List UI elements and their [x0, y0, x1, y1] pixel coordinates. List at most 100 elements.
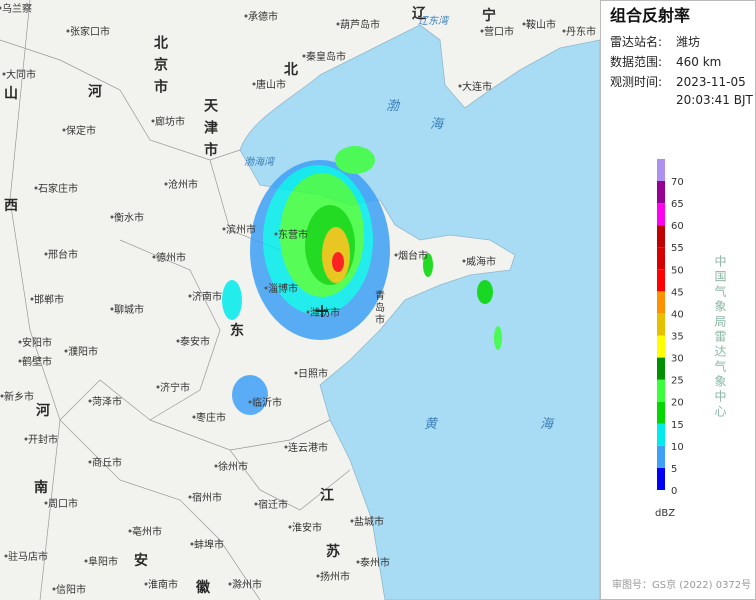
echo: [332, 252, 344, 272]
sea-label: 渤: [386, 99, 401, 114]
city-dot: [151, 119, 155, 123]
city-dot: [4, 554, 8, 558]
city-dot: [274, 232, 278, 236]
legend-swatch: [657, 225, 665, 248]
legend-swatch: [657, 401, 665, 424]
region-label: 南: [34, 479, 48, 496]
sea-label: 渤海湾: [244, 156, 276, 168]
credit: 中国气象局雷达气象中心: [713, 254, 727, 420]
city-label: 唐山市: [256, 78, 286, 91]
region-label: 安: [134, 552, 148, 569]
city-label: 东营市: [278, 228, 308, 241]
legend-tick-label: 55: [671, 243, 684, 254]
city-dot: [62, 128, 66, 132]
region-label: 辽: [412, 6, 427, 22]
legend-tick-label: 35: [671, 332, 684, 343]
city-label: 蚌埠市: [194, 538, 224, 551]
city-dot: [188, 495, 192, 499]
city-dot: [30, 297, 34, 301]
city-label: 宿州市: [192, 491, 222, 504]
city-dot: [176, 339, 180, 343]
city-label: 徐州市: [218, 460, 248, 473]
city-label: 营口市: [484, 25, 514, 38]
city-dot: [44, 501, 48, 505]
city-dot: [164, 182, 168, 186]
city-label: 淄博市: [268, 282, 298, 295]
region-label: 西: [4, 198, 18, 214]
border: [149, 419, 331, 451]
city-label: 日照市: [298, 367, 328, 380]
legend-swatch: [657, 423, 665, 446]
city-dot: [190, 542, 194, 546]
city-dot: [34, 186, 38, 190]
city-dot: [316, 574, 320, 578]
city-label: 周口市: [48, 497, 78, 510]
legend-tick-label: 40: [671, 309, 684, 320]
city-label: 张家口市: [70, 25, 110, 38]
radar-site: [316, 305, 328, 317]
city-dot: [336, 22, 340, 26]
city-label: 阜阳市: [88, 555, 118, 568]
city-dot: [0, 6, 2, 10]
city-label: 大连市: [462, 80, 492, 93]
city-dot: [110, 215, 114, 219]
city-label: 威海市: [466, 255, 496, 268]
city-label: 烟台市: [398, 249, 428, 262]
legend-swatch: [657, 335, 665, 358]
city-label: 驻马店市: [8, 550, 48, 563]
legend-tick-label: 70: [671, 177, 684, 188]
city-dot: [18, 359, 22, 363]
border: [229, 449, 351, 511]
city-dot: [52, 587, 56, 591]
city-dot: [462, 259, 466, 263]
radar-echo: [222, 146, 502, 415]
city-dot: [302, 54, 306, 58]
legend-tick-label: 50: [671, 265, 684, 276]
city-label: 保定市: [66, 124, 96, 137]
city-label: 亳州市: [132, 525, 162, 538]
region-label: 河: [88, 83, 102, 100]
range-label: 数据范围:: [610, 54, 662, 69]
city-dot: [284, 445, 288, 449]
region-label: 苏: [326, 543, 340, 560]
legend-swatch: [657, 247, 665, 270]
legend-tick-label: 25: [671, 376, 684, 387]
city-dot: [64, 349, 68, 353]
date: 2023-11-05: [676, 75, 746, 89]
sea-label: 海: [540, 417, 555, 432]
city-dot: [88, 399, 92, 403]
legend-tick-label: 60: [671, 221, 684, 232]
city-label: 邢台市: [48, 248, 78, 261]
city-dot: [294, 371, 298, 375]
city-dot: [152, 255, 156, 259]
city-dot: [2, 72, 6, 76]
echo: [477, 280, 493, 304]
city-label: 盐城市: [354, 515, 384, 528]
city-dot: [144, 582, 148, 586]
city-label: 济宁市: [160, 381, 190, 394]
vertical-city: 北京市: [152, 35, 168, 101]
sea-label: 黄: [424, 417, 439, 432]
city-dot: [88, 460, 92, 464]
border: [9, 0, 61, 600]
city-label: 济南市: [192, 290, 222, 303]
time: 20:03:41 BJT: [676, 93, 753, 107]
city-dot: [110, 307, 114, 311]
city-dot: [394, 253, 398, 257]
border: [59, 239, 221, 421]
city-label: 石家庄市: [38, 182, 78, 195]
city-dot: [264, 286, 268, 290]
city-label: 商丘市: [92, 456, 122, 469]
city-dot: [288, 525, 292, 529]
city-label: 廊坊市: [155, 115, 185, 128]
city-dot: [350, 519, 354, 523]
range: 460 km: [676, 55, 721, 69]
vertical-city: 天津市: [202, 98, 218, 164]
city-dot: [306, 310, 310, 314]
station-label: 雷达站名:: [610, 34, 662, 49]
time-label: 观测时间:: [610, 75, 662, 89]
city-dot: [156, 385, 160, 389]
city-label: 大同市: [6, 68, 36, 81]
